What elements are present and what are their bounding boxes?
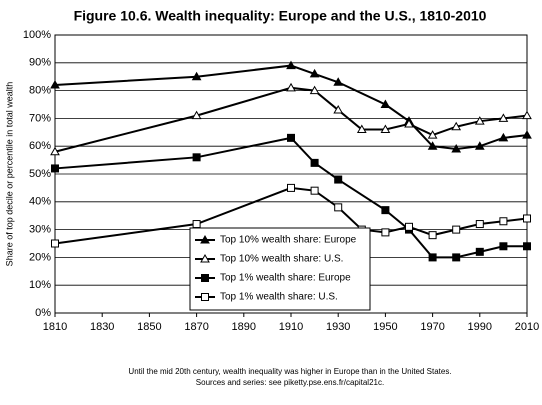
marker [309, 85, 320, 95]
marker [499, 217, 508, 226]
marker [333, 77, 344, 86]
x-tick-label: 1970 [420, 321, 444, 333]
x-tick-label: 1910 [279, 321, 303, 333]
y-tick-label: 40% [29, 196, 51, 208]
marker [310, 186, 319, 195]
legend-label: Top 10% wealth share: U.S. [220, 254, 343, 265]
series-line [54, 64, 528, 150]
marker [381, 228, 390, 237]
y-tick-label: 50% [29, 168, 51, 180]
y-tick-label: 100% [23, 29, 51, 41]
marker [404, 118, 414, 128]
x-tick-label: 1830 [90, 321, 114, 333]
marker [333, 105, 344, 114]
marker [201, 293, 209, 301]
legend-box [189, 227, 371, 311]
marker [50, 80, 60, 89]
y-tick-label: 20% [29, 251, 51, 263]
marker [191, 71, 202, 81]
x-tick-label: 2010 [515, 321, 539, 333]
y-tick-label: 70% [29, 112, 51, 124]
x-tick-label: 1930 [326, 321, 350, 333]
x-tick-label: 1850 [137, 321, 161, 333]
marker [451, 121, 462, 131]
plot-frame [54, 34, 528, 314]
marker [474, 141, 485, 150]
marker [381, 206, 390, 215]
marker [522, 130, 532, 139]
legend: Top 10% wealth share: Europe Top 10% weal… [189, 227, 371, 311]
marker [427, 141, 438, 150]
x-tick-label: 1810 [43, 321, 67, 333]
y-tick-label: 90% [29, 57, 51, 69]
marker [287, 183, 295, 192]
marker [356, 124, 367, 134]
x-tick-label: 1990 [468, 321, 492, 333]
marker [474, 116, 485, 125]
marker [380, 99, 391, 108]
y-tick-label: 60% [29, 140, 51, 152]
x-tick-label: 1890 [232, 321, 256, 333]
y-tick-label: 80% [29, 85, 51, 97]
marker [380, 124, 391, 134]
y-tick-label: 30% [29, 224, 51, 236]
series-line [54, 86, 528, 153]
marker [286, 82, 296, 92]
legend-label: Top 1% wealth share: Europe [220, 273, 351, 284]
marker [51, 164, 59, 173]
marker [523, 214, 531, 223]
y-tick-label: 10% [29, 279, 51, 291]
x-tick-label: 1870 [184, 321, 208, 333]
marker [498, 113, 509, 122]
marker [50, 146, 60, 156]
marker [499, 242, 508, 251]
marker [405, 222, 413, 231]
marker [51, 239, 59, 248]
marker [475, 247, 484, 256]
marker [522, 110, 532, 120]
marker [523, 242, 531, 251]
marker [201, 274, 209, 282]
marker [428, 253, 437, 262]
marker [286, 60, 296, 70]
marker [200, 253, 210, 263]
footnote: Until the mid 20th century, wealth inequ… [128, 367, 451, 376]
marker [452, 225, 461, 234]
marker [452, 253, 461, 262]
legend-label: Top 1% wealth share: U.S. [220, 292, 338, 303]
marker [334, 175, 343, 184]
marker [475, 220, 484, 229]
chart-title: Figure 10.6. Wealth inequality: Europe a… [74, 8, 487, 24]
marker [334, 203, 343, 212]
marker [192, 220, 201, 229]
marker [498, 132, 509, 142]
marker [192, 153, 201, 162]
marker [200, 234, 210, 244]
y-axis-label: Share of top decile or percentile in tot… [4, 82, 14, 267]
marker [191, 110, 202, 120]
legend-label: Top 10% wealth share: Europe [220, 235, 357, 246]
marker [310, 158, 319, 167]
x-tick-label: 1950 [373, 321, 397, 333]
marker [309, 68, 320, 78]
marker [287, 133, 295, 142]
footnote: Sources and series: see piketty.pse.ens.… [196, 378, 384, 387]
marker [428, 231, 437, 240]
y-tick-label: 0% [35, 307, 51, 319]
marker [427, 130, 438, 139]
marker [451, 143, 462, 153]
